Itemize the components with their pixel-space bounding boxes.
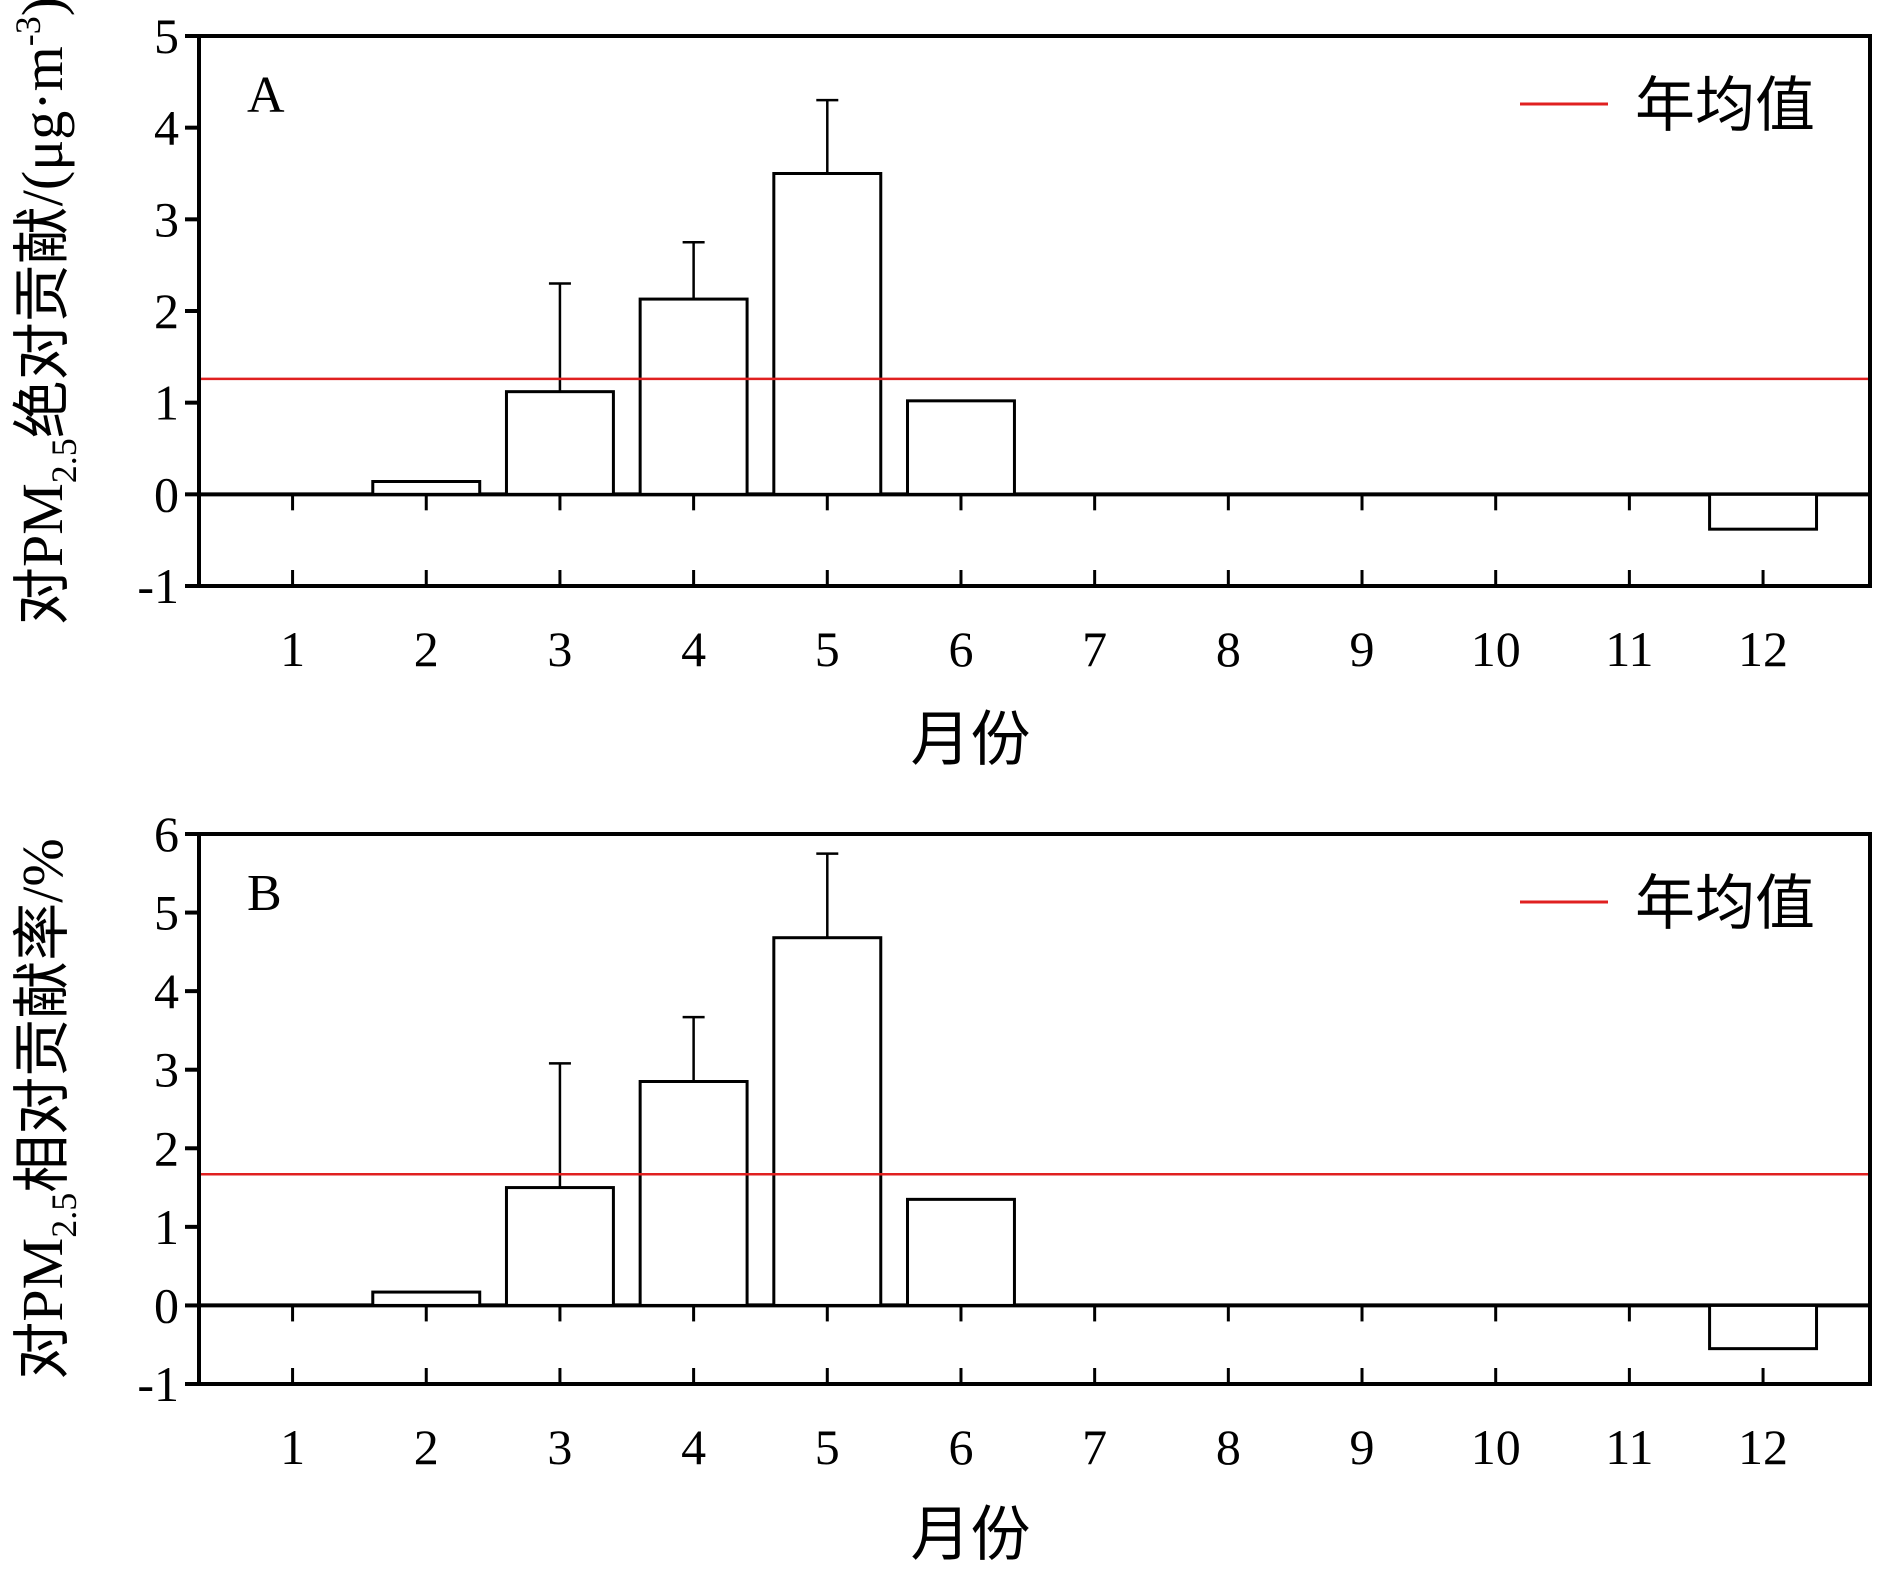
y-tick-label: 1 (154, 1199, 179, 1255)
y-tick-label: 5 (154, 885, 179, 941)
bar (371, 1290, 482, 1307)
x-tick-label: 6 (948, 1419, 973, 1475)
y-tick-label: 4 (154, 963, 179, 1019)
bar (906, 399, 1016, 496)
y-tick-label: 3 (154, 191, 179, 247)
x-tick-label: 4 (681, 621, 706, 677)
panel-label: A (247, 67, 285, 124)
y-tick-label: 0 (154, 466, 179, 522)
x-axis-label: 月份 (911, 707, 1031, 773)
x-tick-label: 1 (280, 621, 305, 677)
x-tick-label: 9 (1350, 1419, 1375, 1475)
bar (906, 1197, 1016, 1307)
bar (772, 172, 883, 496)
bar (772, 936, 883, 1307)
plot-frame (197, 34, 1872, 588)
x-tick-label: 2 (414, 621, 439, 677)
y-axis-label: 对PM2.5相对贡献率/% (10, 838, 84, 1379)
y-tick-label: 2 (154, 1120, 179, 1176)
plot-frame (197, 832, 1872, 1386)
x-tick-label: 8 (1216, 621, 1241, 677)
x-tick-label: 10 (1471, 621, 1521, 677)
y-tick-label: -1 (137, 558, 179, 614)
x-tick-label: 7 (1082, 621, 1107, 677)
x-tick-label: 7 (1082, 1419, 1107, 1475)
bar (1708, 1303, 1819, 1351)
x-tick-label: 11 (1605, 1419, 1653, 1475)
x-tick-label: 8 (1216, 1419, 1241, 1475)
x-tick-label: 10 (1471, 1419, 1521, 1475)
bar (371, 480, 482, 496)
bar (638, 297, 749, 496)
x-tick-label: 3 (547, 621, 572, 677)
y-tick-label: 5 (154, 8, 179, 64)
x-tick-label: 4 (681, 1419, 706, 1475)
x-tick-label: 12 (1738, 621, 1788, 677)
x-tick-label: 5 (815, 621, 840, 677)
legend-label: 年均值 (1635, 73, 1815, 139)
y-tick-label: 3 (154, 1042, 179, 1098)
y-tick-label: 6 (154, 806, 179, 862)
x-tick-label: 2 (414, 1419, 439, 1475)
y-tick-label: 2 (154, 283, 179, 339)
x-tick-label: 6 (948, 621, 973, 677)
panel-label: B (247, 865, 282, 922)
bar (504, 1186, 615, 1307)
x-tick-label: 12 (1738, 1419, 1788, 1475)
bar (504, 390, 615, 496)
x-tick-label: 5 (815, 1419, 840, 1475)
x-tick-label: 11 (1605, 621, 1653, 677)
x-tick-label: 3 (547, 1419, 572, 1475)
y-tick-label: 0 (154, 1277, 179, 1333)
x-axis-label: 月份 (911, 1502, 1031, 1567)
bar (638, 1080, 749, 1307)
y-axis-label: 对PM2.5绝对贡献/(μg·m-3) (8, 0, 84, 625)
bar (1708, 492, 1819, 531)
legend-label: 年均值 (1635, 871, 1815, 937)
y-tick-label: -1 (137, 1356, 179, 1412)
y-tick-label: 4 (154, 100, 179, 156)
x-tick-label: 9 (1350, 621, 1375, 677)
y-tick-label: 1 (154, 375, 179, 431)
x-tick-label: 1 (280, 1419, 305, 1475)
